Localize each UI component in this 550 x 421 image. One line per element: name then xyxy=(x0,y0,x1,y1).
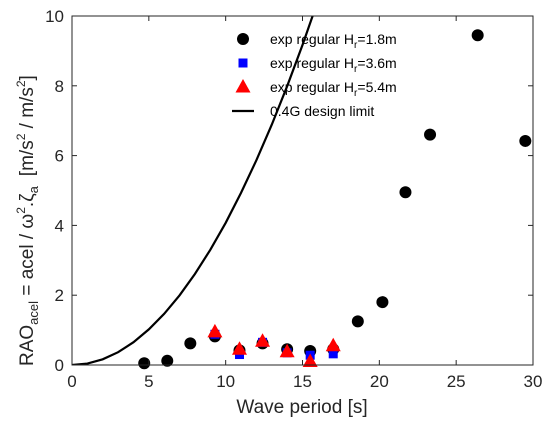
y-tick-label-4: 6 xyxy=(55,147,64,166)
x-tick-label-2: 5 xyxy=(144,372,153,391)
y-label-units-sq2: 2 xyxy=(14,80,28,87)
legend-entry-4: 0.4G design limit xyxy=(232,103,374,119)
series-1-point-3 xyxy=(184,337,197,350)
y-axis-label: RAOacel = acel / ω2.ζa[m/s2 / m/s2] xyxy=(14,75,41,366)
legend-label-3: exp regular Hr=5.4m xyxy=(270,79,397,99)
y-tick-label-3: 4 xyxy=(55,216,64,235)
legend: exp regular Hr=1.8m exp regular Hr=3.6m ex… xyxy=(232,31,397,119)
y-label-rest: = acel / ω xyxy=(17,214,38,301)
legend-marker-1 xyxy=(237,33,249,45)
y-tick-label-1: 0 xyxy=(55,356,64,375)
legend-entry-3: exp regular Hr=5.4m xyxy=(235,79,397,99)
legend-label-4: 0.4G design limit xyxy=(270,103,374,119)
legend-entry-1: exp regular Hr=1.8m xyxy=(237,31,397,51)
x-tick-label-3: 10 xyxy=(216,372,235,391)
x-tick-label-5: 20 xyxy=(370,372,389,391)
y-label-dot: .ζ xyxy=(17,193,38,207)
x-tick-label-1: 0 xyxy=(67,372,76,391)
y-label-units-mid: / m/s xyxy=(17,87,38,133)
y-label-main: RAO xyxy=(17,325,38,366)
legend-entry-2: exp regular Hr=3.6m xyxy=(238,55,397,75)
series-1-point-10 xyxy=(351,315,364,328)
x-axis-label: Wave period [s] xyxy=(236,397,367,418)
series-2-point-6 xyxy=(328,349,338,359)
design-limit-line xyxy=(72,16,314,365)
y-label-units-end: ] xyxy=(17,75,38,80)
x-tick-label-7: 30 xyxy=(524,372,543,391)
svg-text:RAOacel = acel / ω2.ζa[m/s2 /: RAOacel = acel / ω2.ζa[m/s2 / m/s2] xyxy=(14,75,41,366)
legend-label-2: exp regular Hr=3.6m xyxy=(270,55,397,75)
series-1-point-13 xyxy=(424,128,437,141)
y-label-a: a xyxy=(26,185,41,193)
y-label-units: [m/s xyxy=(17,140,38,176)
x-tick-label-6: 25 xyxy=(447,372,466,391)
series-3-point-1 xyxy=(207,323,223,338)
series-1-point-11 xyxy=(376,296,389,309)
series-3-point-5 xyxy=(302,353,318,368)
series-1-point-15 xyxy=(519,134,532,147)
series-1-point-1 xyxy=(138,357,151,370)
series-1-point-14 xyxy=(471,29,484,42)
y-tick-label-5: 8 xyxy=(55,77,64,96)
series-1-point-2 xyxy=(161,354,174,367)
series-3-point-6 xyxy=(325,337,341,352)
y-tick-label-2: 2 xyxy=(55,286,64,305)
y-tick-label-6: 10 xyxy=(45,7,64,26)
plot-area xyxy=(72,16,532,370)
y-label-sub: acel xyxy=(26,301,41,325)
y-label-sq: 2 xyxy=(14,207,28,214)
axes: 0 5 10 15 20 25 30 0 2 4 6 8 10 xyxy=(45,7,542,391)
legend-marker-3 xyxy=(235,79,251,93)
series-3-point-4 xyxy=(279,343,295,358)
series-3-point-2 xyxy=(231,341,247,355)
x-tick-label-4: 15 xyxy=(293,372,312,391)
y-label-units-sq1: 2 xyxy=(14,133,28,140)
legend-marker-2 xyxy=(238,58,248,68)
series-1-point-12 xyxy=(399,186,412,199)
legend-label-1: exp regular Hr=1.8m xyxy=(270,31,397,51)
series-3-point-3 xyxy=(255,333,271,347)
